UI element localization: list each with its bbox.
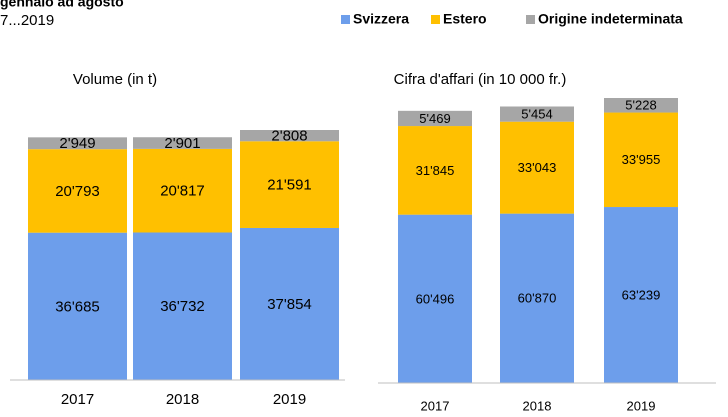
data-label: 20'817 [160, 183, 205, 200]
data-label: 2'949 [59, 135, 95, 152]
x-tick-label: 2017 [421, 398, 450, 413]
bar-segment [398, 126, 472, 215]
legend-label: Estero [443, 11, 487, 27]
data-label: 63'239 [622, 287, 661, 302]
data-label: 5'469 [419, 111, 450, 126]
x-tick-label: 2019 [273, 391, 306, 408]
x-tick-label: 2018 [523, 398, 552, 413]
data-label: 2'901 [164, 135, 200, 152]
x-tick-label: 2019 [627, 398, 656, 413]
legend-swatch [526, 15, 535, 24]
legend-swatch [431, 15, 440, 24]
page-title: gennaio ad agosto [0, 0, 124, 10]
bar-segment [28, 137, 127, 150]
data-label: 60'496 [416, 291, 455, 306]
bar-segment [240, 141, 339, 228]
bar-segment [133, 148, 232, 233]
data-label: 21'591 [267, 177, 312, 194]
data-label: 60'870 [518, 291, 557, 306]
bar-segment [240, 227, 339, 380]
data-label: 36'685 [55, 298, 100, 315]
bar-segment [500, 213, 574, 383]
x-tick-label: 2017 [61, 391, 94, 408]
data-label: 5'454 [521, 107, 552, 122]
x-tick-label: 2018 [166, 391, 199, 408]
legend-label: Origine indeterminata [538, 11, 683, 27]
bar-segment [240, 130, 339, 142]
chart-title: Volume (in t) [73, 71, 157, 88]
data-label: 36'732 [160, 298, 205, 315]
bar-segment [28, 232, 127, 380]
bar-segment [604, 207, 678, 383]
data-label: 33'043 [518, 160, 557, 175]
bar-segment [28, 149, 127, 233]
bar-segment [133, 137, 232, 149]
bar-segment [500, 106, 574, 122]
legend-label: Svizzera [353, 11, 409, 27]
data-label: 20'793 [55, 183, 100, 200]
data-label: 2'808 [271, 128, 307, 145]
legend-swatch [341, 15, 350, 24]
bar-segment [604, 98, 678, 113]
bar-segment [398, 110, 472, 127]
data-label: 37'854 [267, 296, 312, 313]
data-label: 31'845 [416, 163, 455, 178]
bar-segment [133, 232, 232, 380]
bar-segment [500, 121, 574, 214]
data-label: 33'955 [622, 152, 661, 167]
chart-title: Cifra d'affari (in 10 000 fr.) [394, 71, 567, 88]
data-label: 5'228 [625, 98, 656, 113]
bar-segment [604, 112, 678, 208]
page-subtitle: 7...2019 [0, 12, 54, 29]
bar-segment [398, 214, 472, 383]
